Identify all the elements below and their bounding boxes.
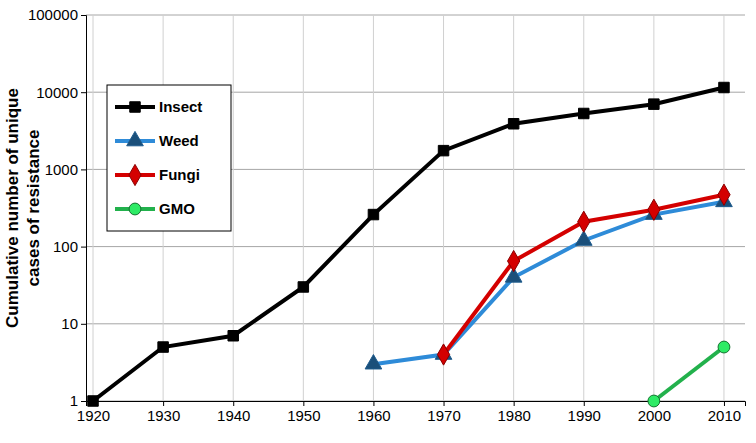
y-axis-line bbox=[81, 16, 87, 402]
x-tick-mark bbox=[163, 401, 164, 406]
series-line bbox=[444, 195, 724, 355]
x-tick-label: 1980 bbox=[497, 407, 530, 424]
x-grid-line bbox=[583, 15, 584, 401]
legend-entry: Insect bbox=[115, 98, 202, 115]
x-tick-label: 1950 bbox=[287, 407, 320, 424]
y-grid-line bbox=[86, 15, 745, 16]
x-tick-label: 2000 bbox=[638, 407, 671, 424]
x-tick-mark bbox=[233, 401, 234, 406]
y-tick: 10000 bbox=[36, 84, 86, 101]
legend-entry: Fungi bbox=[115, 164, 200, 185]
x-tick-label: 1940 bbox=[217, 407, 250, 424]
legend-entry: GMO bbox=[115, 200, 195, 217]
x-tick-mark bbox=[444, 401, 445, 406]
legend-label: GMO bbox=[159, 200, 195, 217]
series-marker bbox=[718, 184, 730, 205]
x-tick: 1970 bbox=[427, 401, 460, 424]
y-grid-line bbox=[86, 323, 745, 324]
legend-marker bbox=[129, 164, 141, 185]
series-marker bbox=[368, 209, 378, 219]
x-tick: 1960 bbox=[357, 401, 390, 424]
x-tick-label: 1930 bbox=[147, 407, 180, 424]
data-layer bbox=[88, 82, 733, 407]
x-tick-mark bbox=[514, 401, 515, 406]
x-axis: 1920 1930 1940 1950 1960 1970 1980 1990 2000 2010 bbox=[77, 401, 746, 424]
x-tick: 1990 bbox=[568, 401, 601, 424]
x-grid-line bbox=[233, 15, 234, 401]
y-tick-label: 1000 bbox=[45, 161, 78, 178]
series-marker bbox=[648, 395, 660, 407]
x-tick-label: 1960 bbox=[357, 407, 390, 424]
x-tick-label: 1970 bbox=[427, 407, 460, 424]
x-axis-line bbox=[87, 402, 746, 407]
series-marker bbox=[578, 211, 590, 232]
y-tick: 100 bbox=[53, 238, 86, 255]
series-marker bbox=[365, 355, 382, 369]
y-tick-label: 10 bbox=[61, 315, 78, 332]
x-tick: 2010 bbox=[708, 401, 741, 424]
x-tick: 1980 bbox=[497, 401, 530, 424]
series-marker bbox=[438, 145, 448, 155]
x-tick-mark bbox=[303, 401, 304, 406]
y-tick-label: 100 bbox=[53, 238, 78, 255]
x-tick-label: 1990 bbox=[568, 407, 601, 424]
grid bbox=[86, 15, 745, 401]
legend-label: Insect bbox=[159, 98, 202, 115]
y-tick-mark bbox=[81, 401, 86, 402]
chart: 1101001000100001000001920193019401950196… bbox=[0, 0, 756, 443]
x-tick-mark bbox=[373, 401, 374, 406]
x-grid-line bbox=[513, 15, 514, 401]
y-tick-mark bbox=[81, 169, 86, 170]
series-line bbox=[654, 347, 724, 401]
series-marker bbox=[298, 282, 308, 292]
series-marker bbox=[719, 82, 729, 92]
x-tick-label: 2010 bbox=[708, 407, 741, 424]
y-axis-title: Cumulative number of uniquecases of resi… bbox=[3, 88, 43, 328]
y-tick-mark bbox=[81, 324, 86, 325]
x-tick: 1930 bbox=[147, 401, 180, 424]
legend-entry: Weed bbox=[115, 131, 199, 149]
x-tick: 1940 bbox=[217, 401, 250, 424]
x-grid-line bbox=[93, 15, 94, 401]
x-tick: 1950 bbox=[287, 401, 320, 424]
x-tick-mark bbox=[584, 401, 585, 406]
legend-label: Weed bbox=[159, 132, 199, 149]
y-tick-label: 10000 bbox=[36, 84, 78, 101]
series-marker bbox=[508, 119, 518, 129]
plot: 1101001000100001000001920193019401950196… bbox=[28, 6, 746, 423]
x-tick-label: 1920 bbox=[77, 407, 110, 424]
y-tick-mark bbox=[81, 247, 86, 248]
y-tick-mark bbox=[81, 15, 86, 16]
series-marker bbox=[88, 396, 98, 406]
y-tick: 10 bbox=[61, 315, 86, 332]
y-grid-line bbox=[86, 246, 745, 247]
series-marker bbox=[158, 342, 168, 352]
legend-marker bbox=[127, 131, 144, 145]
series-marker bbox=[508, 250, 520, 271]
y-tick-mark bbox=[81, 92, 86, 93]
series-marker bbox=[437, 344, 449, 365]
y-tick: 100000 bbox=[28, 6, 86, 23]
y-tick: 1000 bbox=[45, 161, 86, 178]
series-marker bbox=[228, 331, 238, 341]
series-marker bbox=[648, 199, 660, 220]
legend-box bbox=[107, 85, 231, 231]
series-line bbox=[93, 88, 724, 401]
x-grid-line bbox=[303, 15, 304, 401]
series-marker bbox=[579, 108, 589, 118]
x-grid-line bbox=[373, 15, 374, 401]
y-tick-label: 100000 bbox=[28, 6, 78, 23]
legend-marker bbox=[130, 102, 140, 112]
legend: Insect Weed Fungi GMO bbox=[107, 85, 231, 231]
series-marker bbox=[718, 341, 730, 353]
series-line bbox=[373, 202, 724, 364]
legend-label: Fungi bbox=[159, 166, 200, 183]
legend-marker bbox=[129, 203, 141, 215]
series-marker bbox=[649, 99, 659, 109]
x-tick-mark bbox=[724, 401, 725, 406]
